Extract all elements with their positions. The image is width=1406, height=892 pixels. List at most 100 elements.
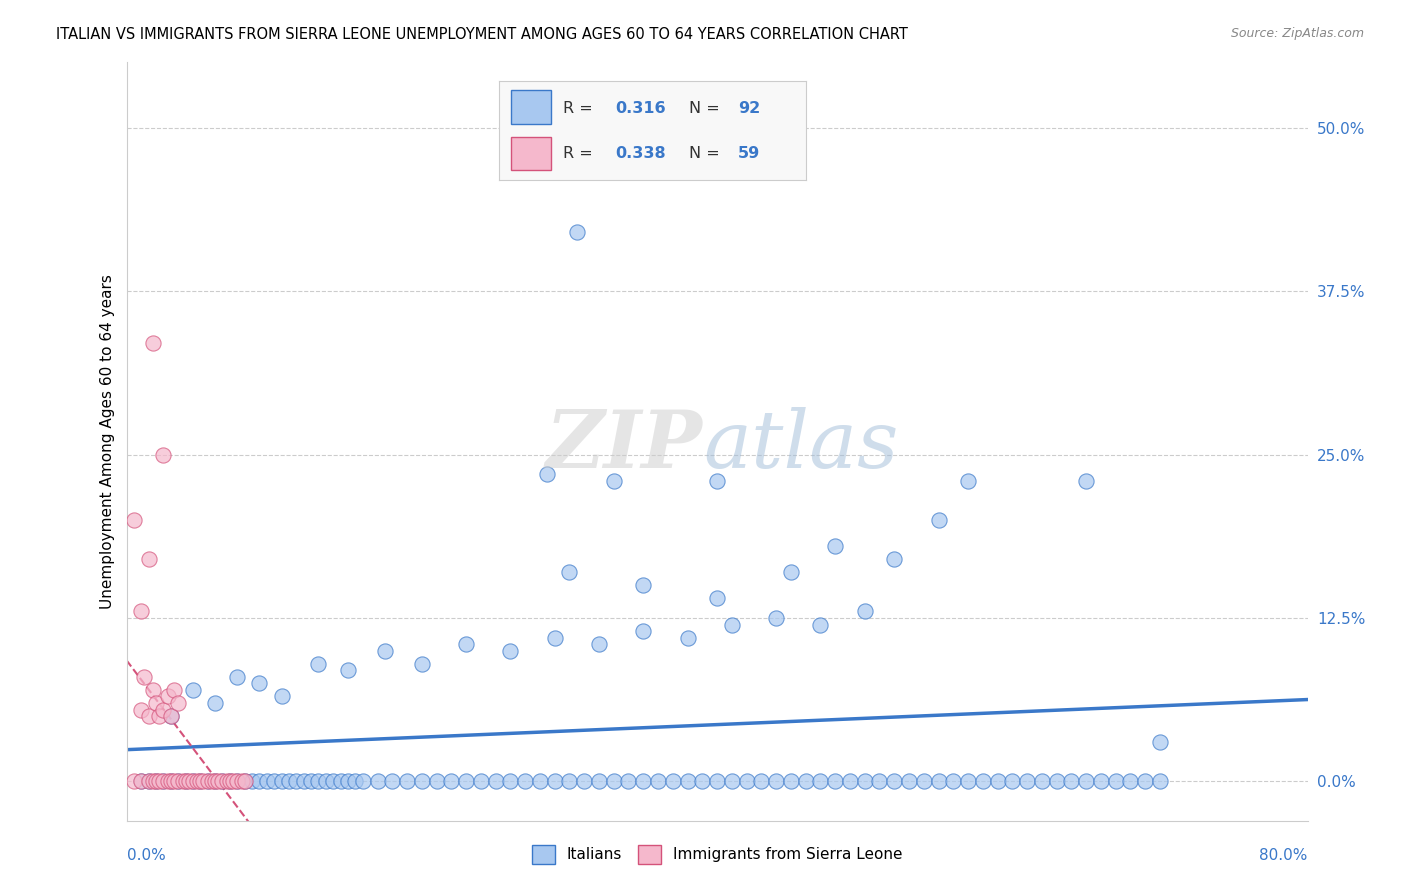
Point — [972, 774, 994, 789]
Point — [558, 566, 581, 580]
Point — [662, 774, 685, 789]
Point — [912, 774, 935, 789]
Point — [174, 774, 197, 789]
Point — [263, 774, 285, 789]
Point — [440, 774, 463, 789]
Point — [426, 774, 449, 789]
Point — [617, 774, 640, 789]
Point — [396, 774, 419, 789]
Text: Source: ZipAtlas.com: Source: ZipAtlas.com — [1230, 27, 1364, 40]
Point — [824, 774, 846, 789]
Point — [308, 774, 330, 789]
Point — [188, 774, 212, 789]
Point — [226, 774, 249, 789]
Point — [692, 774, 714, 789]
Point — [1076, 474, 1098, 488]
Point — [226, 670, 249, 684]
Point — [499, 643, 522, 657]
Point — [898, 774, 921, 789]
Point — [292, 774, 315, 789]
Point — [411, 657, 433, 671]
Point — [647, 774, 669, 789]
Point — [156, 690, 179, 704]
Point — [152, 774, 174, 789]
Point — [565, 226, 588, 240]
Point — [352, 774, 374, 789]
Point — [204, 774, 226, 789]
Point — [122, 774, 145, 789]
Point — [957, 474, 980, 488]
Point — [167, 774, 190, 789]
Point — [883, 552, 905, 566]
Point — [1076, 774, 1098, 789]
Point — [456, 774, 478, 789]
Point — [374, 643, 396, 657]
Point — [142, 682, 165, 697]
Point — [122, 513, 145, 527]
Point — [186, 774, 208, 789]
Point — [1090, 774, 1112, 789]
Point — [942, 774, 965, 789]
Point — [367, 774, 389, 789]
Point — [633, 578, 655, 592]
Point — [515, 774, 537, 789]
Point — [765, 774, 787, 789]
Point — [174, 774, 197, 789]
Legend: Italians, Immigrants from Sierra Leone: Italians, Immigrants from Sierra Leone — [526, 839, 908, 870]
Point — [1135, 774, 1157, 789]
Point — [499, 774, 522, 789]
Text: 80.0%: 80.0% — [1260, 848, 1308, 863]
Point — [138, 774, 160, 789]
Point — [1001, 774, 1024, 789]
Point — [285, 774, 308, 789]
Point — [1046, 774, 1069, 789]
Point — [160, 774, 183, 789]
Point — [735, 774, 758, 789]
Point — [138, 552, 160, 566]
Point — [181, 774, 204, 789]
Point — [928, 774, 950, 789]
Point — [853, 605, 876, 619]
Point — [163, 682, 186, 697]
Point — [1119, 774, 1142, 789]
Point — [197, 774, 219, 789]
Y-axis label: Unemployment Among Ages 60 to 64 years: Unemployment Among Ages 60 to 64 years — [100, 274, 115, 609]
Point — [201, 774, 224, 789]
Point — [536, 467, 558, 482]
Point — [142, 336, 165, 351]
Point — [160, 709, 183, 723]
Point — [211, 774, 233, 789]
Point — [751, 774, 773, 789]
Point — [322, 774, 344, 789]
Point — [160, 709, 183, 723]
Point — [987, 774, 1010, 789]
Point — [794, 774, 817, 789]
Point — [177, 774, 200, 789]
Point — [1031, 774, 1053, 789]
Point — [603, 774, 626, 789]
Point — [308, 657, 330, 671]
Point — [215, 774, 238, 789]
Point — [329, 774, 352, 789]
Point — [810, 774, 832, 789]
Point — [233, 774, 256, 789]
Point — [145, 696, 167, 710]
Point — [1149, 735, 1171, 749]
Point — [633, 774, 655, 789]
Point — [957, 774, 980, 789]
Point — [129, 702, 153, 716]
Point — [152, 702, 174, 716]
Point — [1060, 774, 1083, 789]
Point — [270, 774, 292, 789]
Point — [529, 774, 551, 789]
Point — [129, 774, 153, 789]
Point — [810, 617, 832, 632]
Point — [337, 663, 360, 677]
Point — [172, 774, 194, 789]
Point — [411, 774, 433, 789]
Point — [456, 637, 478, 651]
Point — [167, 774, 190, 789]
Point — [226, 774, 249, 789]
Point — [315, 774, 337, 789]
Point — [706, 774, 728, 789]
